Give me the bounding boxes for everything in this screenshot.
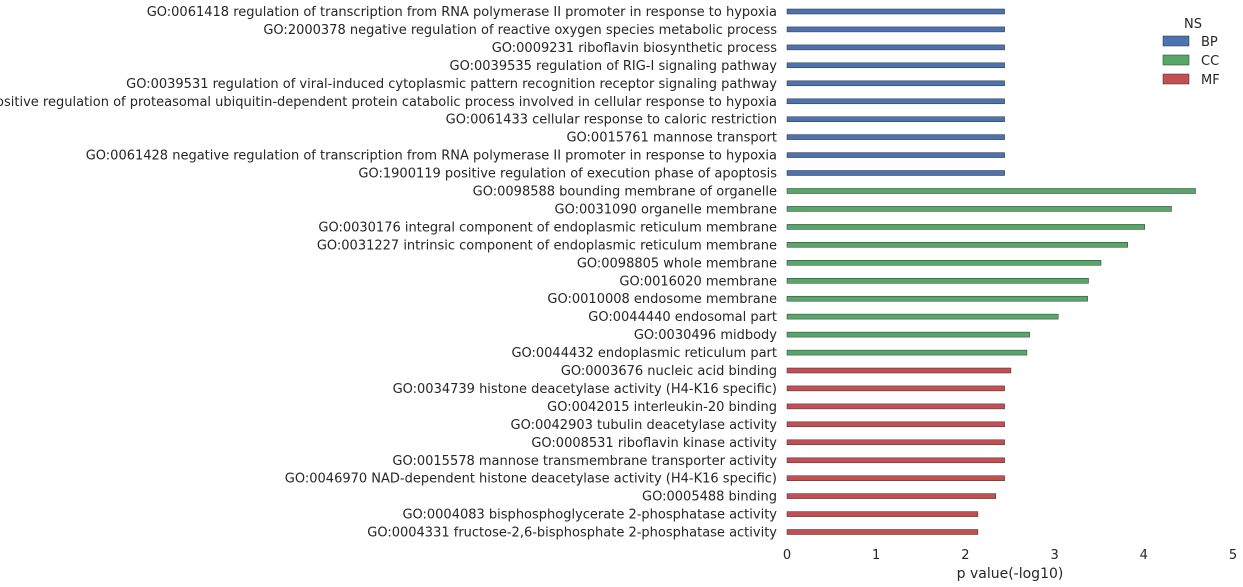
category-label: GO:0098588 bounding membrane of organell…	[473, 185, 777, 200]
bar-bp	[786, 8, 1005, 15]
x-tick-label: 2	[961, 548, 969, 563]
legend-title: NS	[1184, 17, 1202, 32]
category-labels: GO:0061418 regulation of transcription f…	[0, 5, 777, 541]
bar-cc	[786, 260, 1102, 266]
bar-cc	[786, 278, 1089, 284]
x-tick-label: 0	[783, 548, 791, 563]
category-label: GO:0010008 endosome membrane	[547, 292, 777, 307]
legend-label-cc: CC	[1201, 54, 1219, 69]
category-label: GO:0042015 interleukin-20 binding	[547, 400, 777, 415]
x-tick-label: 3	[1050, 548, 1058, 563]
legend-swatch-bp	[1162, 35, 1190, 47]
category-label: GO:0061433 cellular response to caloric …	[446, 113, 777, 128]
category-label: GO:0004083 bisphosphoglycerate 2-phospha…	[402, 508, 777, 523]
bar-bp	[786, 44, 1005, 51]
bar-cc	[786, 331, 1030, 338]
category-label: GO:0030496 midbody	[634, 328, 777, 343]
bar-cc	[786, 313, 1059, 320]
category-label: GO:0039535 regulation of RIG-I signaling…	[450, 59, 778, 74]
x-tick-label: 4	[1140, 548, 1148, 563]
category-label: GO:1900119 positive regulation of execut…	[358, 167, 777, 182]
bar-cc	[786, 188, 1196, 194]
bar-bp	[786, 116, 1005, 122]
bar-mf	[786, 421, 1005, 428]
category-label: GO:0003676 nucleic acid binding	[561, 364, 777, 379]
bar-cc	[786, 349, 1028, 356]
bar-mf	[786, 529, 979, 535]
bar-cc	[786, 224, 1145, 230]
category-label: GO:0015578 mannose transmembrane transpo…	[392, 454, 777, 469]
legend-label-bp: BP	[1201, 35, 1218, 50]
category-label: GO:0016020 membrane	[619, 274, 777, 289]
bar-mf	[786, 511, 979, 517]
category-label: GO:0044432 endoplasmic reticulum part	[511, 346, 777, 361]
bar-bp	[786, 134, 1005, 140]
category-label: GO:0005488 binding	[642, 490, 777, 505]
category-label: GO:0031090 organelle membrane	[555, 202, 778, 217]
category-label: GO:0039531 regulation of viral-induced c…	[126, 77, 777, 92]
bar-bp	[786, 98, 1005, 105]
category-label: GO:0015761 mannose transport	[566, 131, 777, 146]
bar-bp	[786, 170, 1005, 176]
bar-cc	[786, 242, 1128, 248]
bar-mf	[786, 457, 1005, 464]
bar-mf	[786, 439, 1005, 446]
category-label: GO:2000378 negative regulation of reacti…	[263, 23, 777, 38]
category-label: GO:0061418 regulation of transcription f…	[147, 5, 777, 20]
x-tick-label: 5	[1229, 548, 1237, 563]
category-label: GO:0030176 integral component of endopla…	[318, 220, 777, 235]
category-label: GO:2000777 positive regulation of protea…	[0, 95, 777, 110]
bar-cc	[786, 206, 1172, 212]
bar-bp	[786, 62, 1005, 69]
bar-mf	[786, 367, 1012, 374]
category-label: GO:0008531 riboflavin kinase activity	[531, 436, 777, 451]
category-label: GO:0004331 fructose-2,6-bisphosphate 2-p…	[367, 526, 777, 541]
bar-cc	[786, 295, 1088, 302]
bars	[786, 8, 1196, 535]
category-label: GO:0031227 intrinsic component of endopl…	[317, 238, 777, 253]
legend: NS BP CC MF	[1162, 17, 1220, 88]
bar-bp	[786, 80, 1005, 87]
bar-bp	[786, 26, 1005, 33]
bar-mf	[786, 385, 1005, 392]
bar-bp	[786, 152, 1005, 158]
legend-swatch-mf	[1162, 73, 1190, 85]
x-axis-label: p value(-log10)	[957, 566, 1064, 582]
category-label: GO:0061428 negative regulation of transc…	[86, 149, 777, 164]
legend-swatch-cc	[1162, 54, 1190, 66]
bar-mf	[786, 475, 1005, 481]
category-label: GO:0034739 histone deacetylase activity …	[393, 382, 777, 397]
category-label: GO:0042903 tubulin deacetylase activity	[511, 418, 778, 433]
x-axis-ticks: 0 1 2 3 4 5	[783, 548, 1237, 563]
category-label: GO:0044440 endosomal part	[588, 310, 777, 325]
legend-label-mf: MF	[1201, 73, 1220, 88]
category-label: GO:0098805 whole membrane	[577, 256, 777, 271]
bar-mf	[786, 403, 1005, 410]
x-tick-label: 1	[872, 548, 880, 563]
category-label: GO:0009231 riboflavin biosynthetic proce…	[492, 41, 778, 56]
category-label: GO:0046970 NAD-dependent histone deacety…	[285, 472, 777, 487]
bar-mf	[786, 493, 996, 499]
